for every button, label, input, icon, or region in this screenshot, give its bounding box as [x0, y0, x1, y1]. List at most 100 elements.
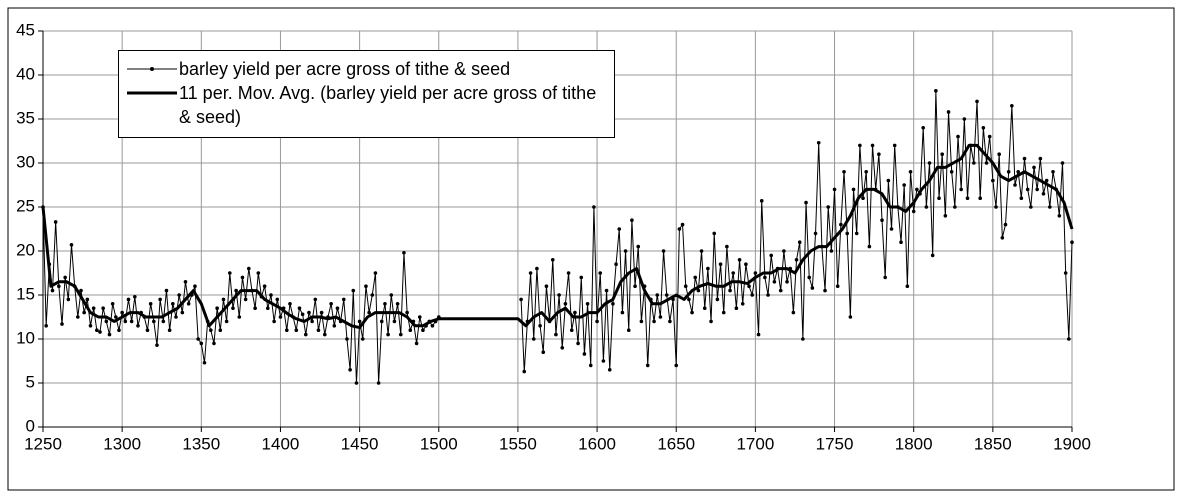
data-point — [880, 218, 884, 222]
data-point — [816, 140, 821, 145]
data-point — [839, 222, 843, 227]
data-point — [104, 319, 109, 324]
data-point — [740, 302, 745, 306]
data-point — [804, 200, 808, 205]
data-point — [934, 89, 938, 93]
data-point — [782, 249, 786, 253]
data-point — [541, 350, 546, 355]
data-point — [794, 258, 799, 262]
data-point — [772, 280, 777, 284]
data-point — [674, 363, 679, 368]
data-point — [196, 337, 200, 341]
data-point — [867, 244, 872, 249]
data-point — [759, 199, 764, 203]
data-point — [307, 310, 311, 315]
data-point — [405, 310, 409, 315]
data-point — [345, 337, 349, 341]
data-point — [297, 306, 302, 311]
data-point — [145, 328, 150, 333]
data-point — [76, 315, 80, 319]
data-point — [937, 196, 941, 200]
data-point — [522, 369, 527, 374]
data-point — [842, 170, 846, 174]
data-point — [1006, 170, 1011, 174]
data-point — [573, 310, 577, 315]
data-point — [769, 253, 774, 258]
data-point — [1003, 222, 1008, 227]
data-point — [519, 297, 523, 302]
data-point — [965, 196, 970, 200]
data-point — [180, 310, 185, 315]
legend: barley yield per acre gross of tithe & s… — [118, 50, 615, 138]
x-tick-label: 1400 — [262, 434, 300, 453]
data-point — [319, 310, 324, 315]
data-point — [228, 271, 232, 275]
data-point — [763, 275, 767, 280]
data-point — [1010, 104, 1014, 108]
data-point — [174, 315, 178, 319]
legend-swatch — [127, 67, 177, 71]
data-point — [734, 306, 739, 311]
data-point — [1048, 205, 1052, 209]
data-point — [721, 310, 726, 315]
data-point — [1013, 183, 1017, 187]
y-tick-label: 45 — [16, 20, 35, 39]
y-tick-label: 30 — [16, 152, 35, 171]
data-point — [544, 284, 549, 289]
y-tick-label: 35 — [16, 108, 35, 127]
data-point — [351, 288, 356, 293]
data-point — [927, 161, 932, 165]
data-point — [835, 284, 840, 289]
data-point — [313, 297, 318, 302]
data-point — [421, 328, 425, 333]
data-point — [614, 262, 618, 267]
data-point — [753, 271, 758, 275]
data-point — [332, 324, 337, 328]
data-point — [107, 332, 112, 337]
legend-label: barley yield per acre gross of tithe & s… — [179, 59, 511, 79]
data-point — [962, 117, 967, 121]
data-point — [262, 284, 267, 289]
data-point — [199, 341, 204, 346]
data-point — [905, 284, 910, 289]
data-point — [712, 231, 717, 236]
data-point — [152, 319, 156, 324]
data-point — [1041, 192, 1046, 196]
data-point — [395, 302, 400, 306]
data-point — [253, 306, 257, 311]
data-point — [595, 319, 599, 324]
data-point — [158, 297, 162, 302]
data-point — [341, 297, 346, 302]
y-tick-label: 15 — [16, 284, 35, 303]
data-point — [221, 297, 226, 302]
data-point — [129, 319, 134, 324]
data-point — [240, 275, 245, 280]
data-point — [85, 297, 90, 302]
legend-entry: 11 per. Mov. Avg. (barley yield per acre… — [119, 81, 614, 129]
data-point — [744, 262, 748, 267]
data-point — [984, 161, 989, 165]
data-point — [861, 196, 865, 200]
data-point — [645, 363, 650, 368]
data-point — [592, 205, 596, 209]
data-point — [778, 288, 783, 293]
legend-swatch — [127, 91, 177, 95]
data-point — [275, 297, 280, 302]
data-point — [284, 328, 289, 333]
data-point — [161, 319, 166, 324]
data-point — [731, 271, 736, 275]
data-point — [683, 284, 688, 289]
data-point — [1057, 214, 1062, 218]
data-point — [728, 288, 732, 293]
data-point — [633, 284, 637, 289]
data-point — [826, 205, 831, 209]
data-point — [171, 302, 175, 306]
data-point — [155, 343, 159, 347]
data-point — [813, 231, 818, 236]
data-point — [677, 227, 682, 231]
data-point — [639, 319, 644, 324]
data-point — [797, 240, 802, 244]
data-point — [91, 306, 96, 311]
data-point — [997, 152, 1001, 156]
